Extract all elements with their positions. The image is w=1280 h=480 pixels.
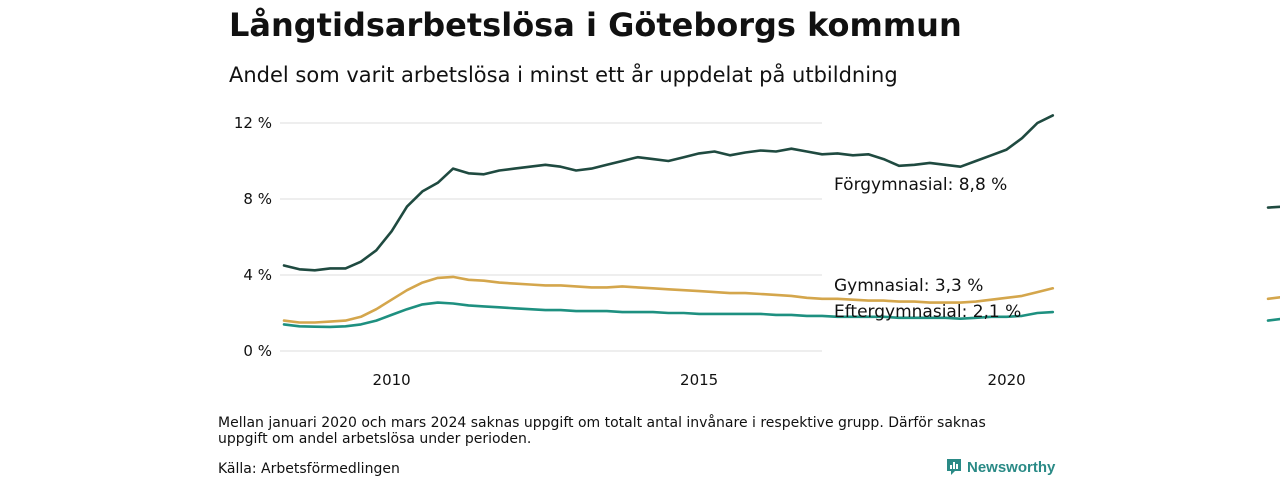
series-end-label-f-rgymnasial: Förgymnasial: 8,8 %	[834, 175, 1007, 195]
x-tick-label: 2010	[373, 371, 411, 389]
series-line-gymnasial-0	[282, 275, 1055, 324]
x-tick-label: 2015	[680, 371, 718, 389]
x-tick-label: 2020	[988, 371, 1026, 389]
series-line-gymnasial-1	[1266, 296, 1280, 301]
y-tick-label: 12 %	[234, 114, 272, 132]
series-line-eftergymnasial-1	[1266, 317, 1280, 322]
series-line-f-rgymnasial-0	[282, 114, 1055, 272]
y-tick-label: 4 %	[243, 266, 272, 284]
brand-name: Newsworthy	[967, 458, 1056, 476]
chart-footnote: Mellan januari 2020 och mars 2024 saknas…	[218, 415, 986, 447]
brand-logo: Newsworthy	[946, 458, 1055, 476]
series-end-label-gymnasial: Gymnasial: 3,3 %	[834, 276, 983, 296]
y-tick-label: 8 %	[243, 190, 272, 208]
source-label: Källa: Arbetsförmedlingen	[218, 461, 400, 477]
series-end-label-eftergymnasial: Eftergymnasial: 2,1 %	[834, 302, 1021, 322]
y-tick-label: 0 %	[243, 342, 272, 360]
series-line-eftergymnasial-0	[282, 301, 1055, 329]
chart-title: Långtidsarbetslösa i Göteborgs kommun	[229, 6, 962, 44]
line-chart: 0 %4 %8 %12 %201020152020aug 2025Förgymn…	[234, 114, 1280, 389]
chart-subtitle: Andel som varit arbetslösa i minst ett å…	[229, 63, 898, 87]
series-line-f-rgymnasial-1	[1266, 205, 1280, 209]
newsworthy-logo-icon	[947, 459, 961, 475]
